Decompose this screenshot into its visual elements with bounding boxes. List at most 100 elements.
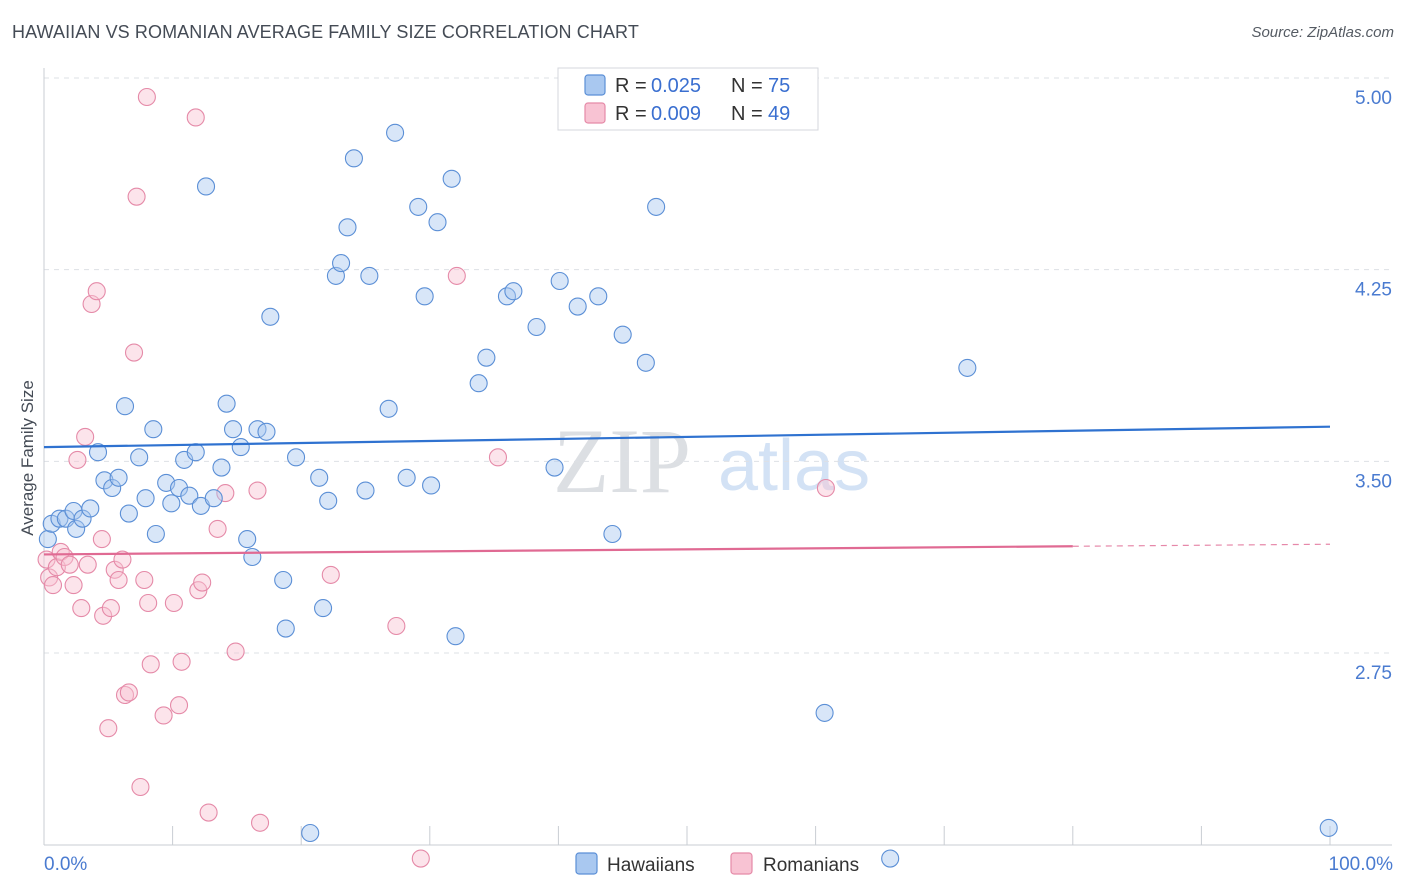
- source-label: Source: ZipAtlas.com: [1251, 24, 1394, 41]
- romanian-point-43: [321, 565, 340, 584]
- hawaiian-point-0: [38, 530, 57, 549]
- romanian-point-2: [43, 576, 63, 595]
- romanian-point-38: [208, 519, 227, 538]
- romanian-points: [37, 87, 835, 868]
- romanian-point-42: [250, 813, 270, 832]
- romanian-point-24: [127, 187, 146, 206]
- hawaiian-point-30: [231, 438, 250, 457]
- hawaiian-point-68: [613, 325, 632, 344]
- hawaiian-point-19: [162, 494, 181, 513]
- romanian-point-13: [87, 282, 106, 301]
- hawaiian-point-36: [274, 570, 293, 590]
- romanian-point-15: [94, 606, 113, 625]
- romanian-point-36: [193, 573, 212, 592]
- hawaiian-point-29: [223, 420, 243, 439]
- legend-romanian-r-label: R =: [615, 103, 647, 125]
- romanian-point-30: [154, 706, 173, 725]
- hawaiian-point-38: [287, 448, 306, 467]
- hawaiian-point-9: [95, 471, 114, 490]
- gridlines: [44, 77, 1392, 654]
- hawaiian-point-31: [238, 530, 257, 549]
- hawaiian-point-48: [360, 266, 379, 285]
- romanian-point-29: [141, 655, 160, 674]
- romanian-point-22: [119, 683, 138, 702]
- legend-romanian-r-value: 0.009: [651, 103, 701, 125]
- hawaiian-point-72: [881, 849, 900, 868]
- hawaiian-point-41: [314, 599, 333, 618]
- hawaiian-point-32: [243, 547, 262, 567]
- romanian-point-14: [92, 530, 111, 549]
- y-tick-label-3.50: 3.50: [1355, 471, 1392, 492]
- romanian-point-47: [488, 448, 508, 467]
- legend-hawaiian-swatch: [584, 74, 606, 96]
- hawaiian-point-73: [958, 358, 977, 377]
- romanian-point-11: [78, 555, 97, 574]
- bottom-legend-hawaiian-label: Hawaiians: [607, 855, 695, 876]
- hawaiian-point-23: [186, 443, 205, 462]
- romanian-point-19: [109, 570, 128, 590]
- romanian-point-39: [216, 484, 235, 503]
- hawaiian-point-25: [196, 177, 216, 196]
- y-tick-label-4.25: 4.25: [1355, 280, 1392, 301]
- hawaiian-point-55: [428, 213, 447, 232]
- romanian-point-40: [226, 642, 245, 661]
- romanian-point-8: [68, 450, 87, 469]
- hawaiian-point-35: [261, 307, 280, 326]
- legend-hawaiian-n-value: 75: [768, 75, 790, 97]
- hawaiian-point-8: [88, 443, 108, 462]
- hawaiian-point-14: [130, 448, 149, 467]
- romanian-point-44: [387, 616, 406, 636]
- hawaiian-point-44: [332, 254, 351, 273]
- romanian-point-25: [131, 777, 150, 797]
- hawaiian-point-16: [144, 420, 163, 439]
- hawaiian-point-27: [212, 458, 231, 477]
- hawaiian-point-46: [344, 149, 363, 168]
- hawaiian-point-66: [589, 287, 608, 306]
- legend-hawaiian-r-value: 0.025: [651, 75, 701, 97]
- series-legend: Hawaiians Romanians: [575, 852, 859, 876]
- hawaiian-point-42: [319, 491, 338, 510]
- romanian-point-17: [101, 599, 120, 618]
- legend-hawaiian-r-label: R =: [615, 75, 647, 97]
- hawaiian-point-67: [603, 524, 622, 544]
- correlation-legend: R = 0.025 N = 75 R = 0.009 N = 49: [557, 67, 819, 131]
- hawaiian-point-54: [422, 476, 441, 495]
- hawaiian-point-56: [442, 169, 461, 188]
- y-tick-labels: 5.00 4.25 3.50 2.75: [1355, 88, 1392, 684]
- hawaiian-point-39: [301, 823, 320, 843]
- romanian-point-23: [124, 343, 144, 362]
- legend-hawaiian-n-label: N =: [731, 75, 763, 97]
- hawaiian-point-12: [115, 397, 135, 416]
- romanian-point-45: [411, 849, 430, 868]
- hawaiian-point-51: [397, 468, 416, 487]
- bottom-legend-romanian-swatch: [730, 852, 753, 875]
- romanian-point-31: [164, 593, 183, 613]
- hawaiian-point-52: [409, 197, 428, 216]
- watermark-atlas: atlas: [718, 426, 870, 506]
- y-tick-label-2.75: 2.75: [1355, 663, 1392, 684]
- hawaiian-point-50: [386, 123, 405, 142]
- romanian-point-48: [816, 478, 835, 498]
- y-tick-label-5.00: 5.00: [1355, 88, 1392, 109]
- bottom-legend-romanian-label: Romanians: [763, 855, 859, 876]
- hawaiian-point-62: [527, 317, 546, 337]
- hawaiian-point-37: [276, 619, 295, 638]
- watermark: ZIP atlas: [553, 410, 870, 512]
- hawaiian-point-34: [257, 422, 276, 441]
- romanian-point-41: [248, 481, 267, 500]
- romanian-point-20: [113, 550, 132, 569]
- hawaiian-point-74: [1319, 818, 1338, 837]
- hawaiian-point-20: [169, 478, 189, 498]
- hawaiian-point-28: [217, 394, 236, 413]
- hawaiian-point-49: [379, 399, 398, 418]
- romanian-point-46: [447, 266, 466, 285]
- y-axis-label: Average Family Size: [18, 380, 37, 536]
- romanian-point-27: [137, 87, 156, 107]
- romanian-point-28: [139, 593, 158, 613]
- romanian-point-7: [64, 576, 83, 595]
- hawaiian-point-63: [545, 458, 564, 477]
- hawaiian-point-26: [204, 489, 223, 508]
- romanian-point-34: [186, 108, 205, 127]
- legend-romanian-swatch: [584, 102, 606, 124]
